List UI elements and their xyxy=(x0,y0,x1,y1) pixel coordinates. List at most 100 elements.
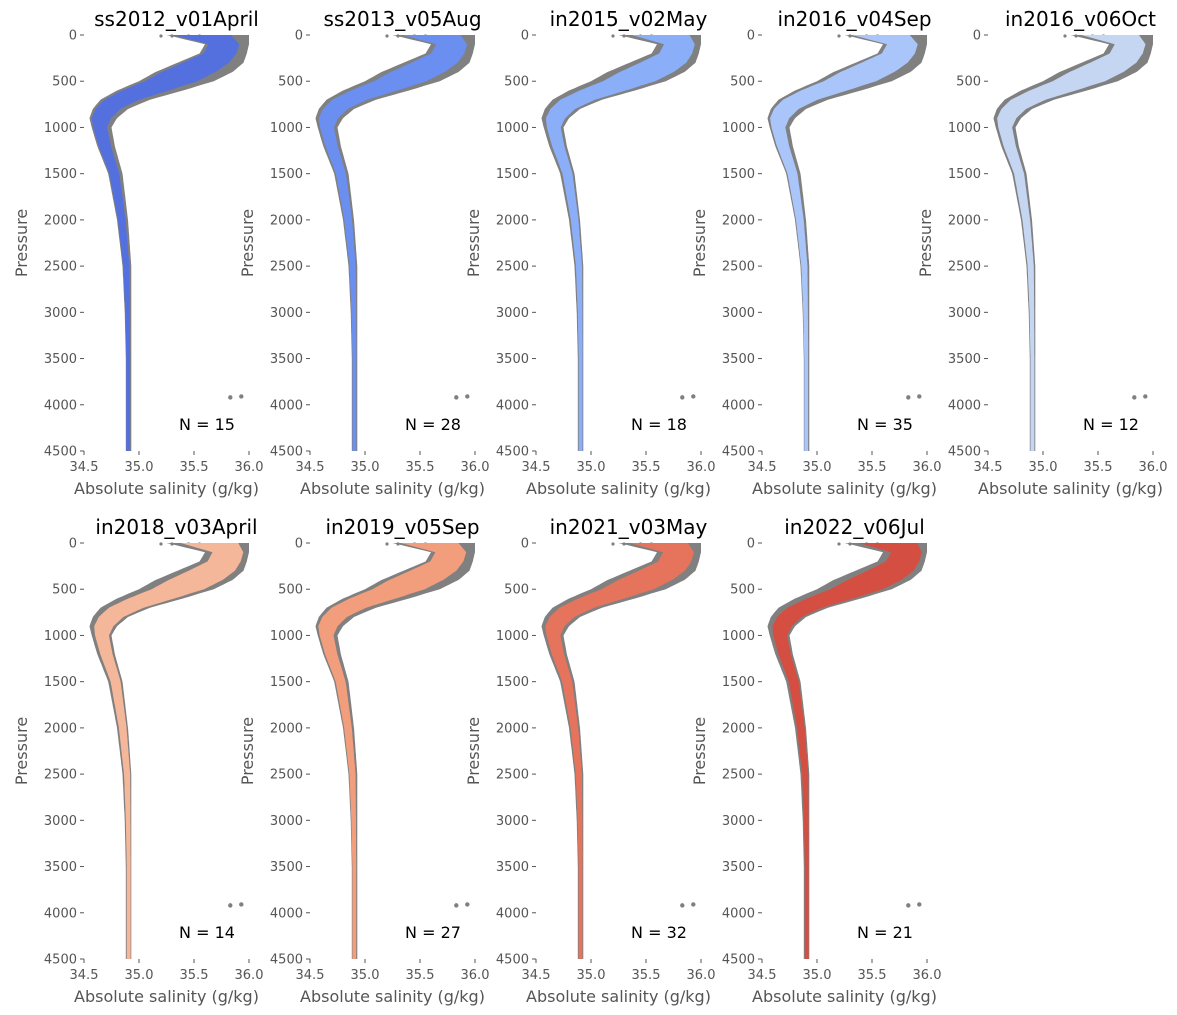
y-tick-label: 3000 xyxy=(948,306,981,321)
x-tick-label: 36.0 xyxy=(235,968,264,983)
y-tick-label: 500 xyxy=(956,75,981,90)
y-tick-label: 1000 xyxy=(270,121,303,136)
outlier-point xyxy=(691,902,696,907)
x-axis-label: Absolute salinity (g/kg) xyxy=(74,479,259,498)
outlier-point xyxy=(906,395,911,400)
y-tick-label: 2500 xyxy=(722,768,755,783)
y-tick-label: 2500 xyxy=(44,768,77,783)
x-tick-label: 36.0 xyxy=(687,460,716,475)
x-tick-label: 36.0 xyxy=(1139,460,1168,475)
panel-title: in2016_v06Oct xyxy=(1005,7,1156,31)
y-tick-label: 0 xyxy=(295,29,303,44)
y-tick-label: 1500 xyxy=(44,675,77,690)
y-tick-label: 0 xyxy=(521,29,529,44)
x-tick-label: 35.5 xyxy=(406,460,435,475)
surface-point xyxy=(159,34,163,38)
y-axis-label: Pressure xyxy=(690,717,709,785)
x-axis-label: Absolute salinity (g/kg) xyxy=(300,987,485,1006)
y-tick-label: 2500 xyxy=(722,260,755,275)
n-label: N = 32 xyxy=(631,923,687,942)
y-tick-label: 3500 xyxy=(948,352,981,367)
x-axis-label: Absolute salinity (g/kg) xyxy=(752,479,937,498)
y-axis-label: Pressure xyxy=(12,209,31,277)
x-tick-label: 35.5 xyxy=(180,460,209,475)
y-tick-label: 3500 xyxy=(496,352,529,367)
y-tick-label: 2500 xyxy=(44,260,77,275)
surface-point xyxy=(1074,34,1078,38)
surface-point xyxy=(396,34,400,38)
x-axis-label: Absolute salinity (g/kg) xyxy=(526,479,711,498)
surface-point xyxy=(170,34,174,38)
x-tick-label: 35.0 xyxy=(125,460,154,475)
y-tick-label: 4500 xyxy=(722,445,755,460)
n-label: N = 12 xyxy=(1083,415,1139,434)
y-tick-label: 1000 xyxy=(722,121,755,136)
y-tick-label: 2000 xyxy=(722,721,755,736)
y-tick-label: 4000 xyxy=(948,398,981,413)
x-tick-label: 35.5 xyxy=(858,460,887,475)
y-tick-label: 2000 xyxy=(44,721,77,736)
y-tick-label: 3000 xyxy=(270,306,303,321)
x-tick-label: 35.0 xyxy=(351,968,380,983)
cruise-band xyxy=(545,543,694,959)
outlier-point xyxy=(465,394,470,399)
y-tick-label: 4500 xyxy=(496,445,529,460)
y-tick-label: 1500 xyxy=(270,675,303,690)
panel-in2018_v03April: 0 500 1000 1500 2000 2500 3000 3500 4000 450034.5… xyxy=(12,515,263,1006)
y-tick-label: 4000 xyxy=(270,398,303,413)
x-axis-label: Absolute salinity (g/kg) xyxy=(300,479,485,498)
y-tick-label: 0 xyxy=(295,537,303,552)
y-tick-label: 4500 xyxy=(44,445,77,460)
cruise-band xyxy=(997,35,1146,451)
panel-title: ss2013_v05Aug xyxy=(323,7,481,31)
y-tick-label: 4000 xyxy=(44,906,77,921)
surface-point xyxy=(1063,34,1067,38)
y-tick-label: 4000 xyxy=(44,398,77,413)
cruise-band xyxy=(318,543,467,959)
surface-point xyxy=(837,34,841,38)
x-tick-label: 35.5 xyxy=(632,460,661,475)
cruise-band xyxy=(94,543,244,959)
y-tick-label: 3500 xyxy=(44,860,77,875)
x-tick-label: 34.5 xyxy=(748,968,777,983)
n-label: N = 14 xyxy=(179,923,235,942)
cruise-band xyxy=(545,35,695,451)
x-tick-label: 35.5 xyxy=(858,968,887,983)
x-tick-label: 35.0 xyxy=(577,968,606,983)
y-axis-label: Pressure xyxy=(464,717,483,785)
y-tick-label: 500 xyxy=(52,75,77,90)
y-tick-label: 3000 xyxy=(44,306,77,321)
outlier-point xyxy=(454,395,459,400)
x-tick-label: 34.5 xyxy=(296,968,325,983)
panel-in2016_v04Sep: 0 500 1000 1500 2000 2500 3000 3500 4000 450034.5… xyxy=(690,7,941,498)
y-tick-label: 1500 xyxy=(948,167,981,182)
y-tick-label: 3000 xyxy=(44,814,77,829)
y-tick-label: 4000 xyxy=(270,906,303,921)
y-tick-label: 0 xyxy=(69,537,77,552)
outlier-point xyxy=(917,902,922,907)
cruise-band xyxy=(91,35,240,451)
x-axis-label: Absolute salinity (g/kg) xyxy=(74,987,259,1006)
y-axis-label: Pressure xyxy=(690,209,709,277)
y-tick-label: 4000 xyxy=(722,906,755,921)
y-tick-label: 3000 xyxy=(496,814,529,829)
y-tick-label: 4500 xyxy=(722,953,755,968)
y-tick-label: 2000 xyxy=(722,213,755,228)
panel-ss2013_v05Aug: 0 500 1000 1500 2000 2500 3000 3500 4000 450034.5… xyxy=(238,7,489,498)
y-tick-label: 1500 xyxy=(496,675,529,690)
y-tick-label: 2500 xyxy=(496,260,529,275)
y-tick-label: 2000 xyxy=(496,213,529,228)
surface-point xyxy=(396,542,400,546)
n-label: N = 21 xyxy=(857,923,913,942)
y-tick-label: 4500 xyxy=(496,953,529,968)
y-tick-label: 500 xyxy=(278,75,303,90)
surface-point xyxy=(159,542,163,546)
x-tick-label: 35.0 xyxy=(1029,460,1058,475)
panel-title: in2022_v06Jul xyxy=(784,515,925,539)
y-tick-label: 2500 xyxy=(270,260,303,275)
outlier-point xyxy=(691,394,696,399)
surface-point xyxy=(385,34,389,38)
y-tick-label: 500 xyxy=(52,583,77,598)
x-tick-label: 34.5 xyxy=(70,460,99,475)
all-cruises-band xyxy=(89,543,249,959)
